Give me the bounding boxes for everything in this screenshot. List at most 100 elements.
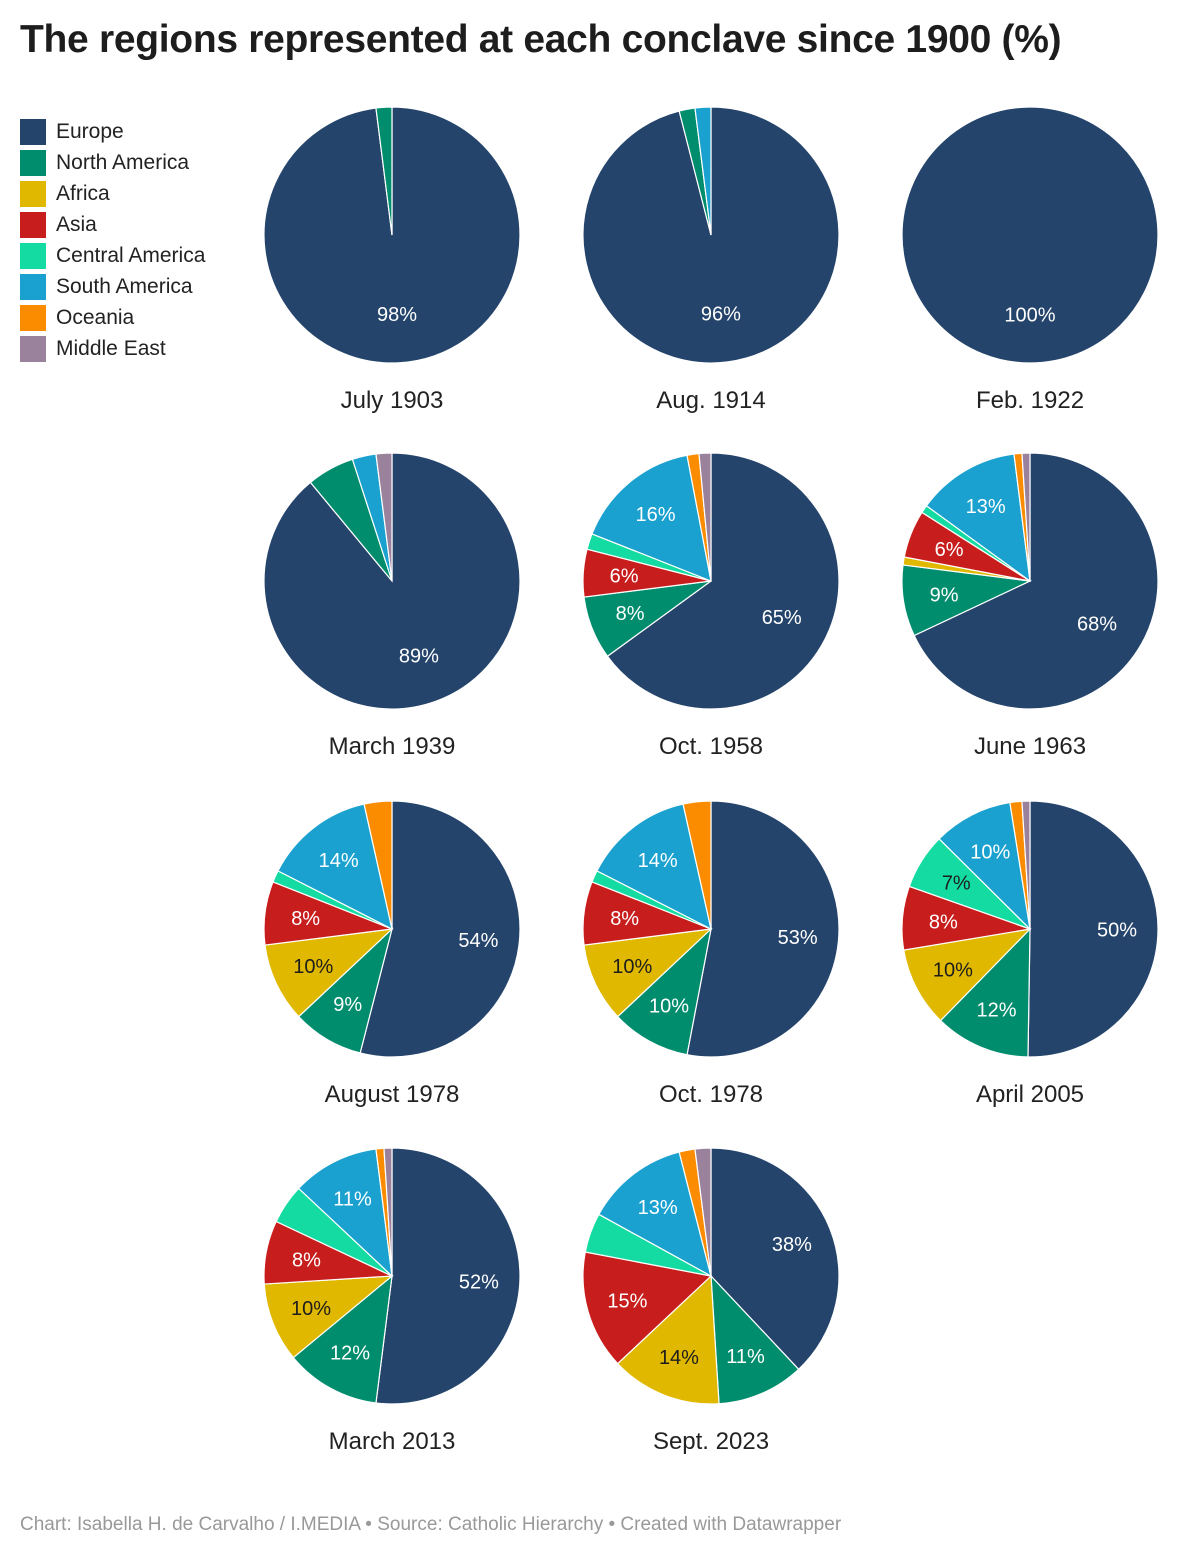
footer-credit: Chart: Isabella H. de Carvalho / I.MEDIA… <box>20 1514 842 1535</box>
slice-label: 68% <box>1077 614 1117 636</box>
legend-label: Asia <box>56 212 97 236</box>
pie-slice-africa <box>263 1275 394 1359</box>
pie-slice-africa <box>616 1274 720 1405</box>
pie-title: March 2013 <box>329 1428 456 1455</box>
legend-swatch <box>20 335 46 362</box>
pie-slice-north-america <box>375 106 393 236</box>
pie-title: Aug. 1914 <box>656 387 765 414</box>
pie-slice-north-america <box>710 1274 800 1405</box>
slice-label: 13% <box>638 1197 678 1219</box>
slice-label: 54% <box>458 930 498 952</box>
slice-label: 10% <box>293 956 333 978</box>
pie-slice-middle-east <box>1021 452 1031 582</box>
pie-slice-europe <box>606 452 840 710</box>
slice-label: 100% <box>1004 304 1055 326</box>
pie-title: April 2005 <box>976 1081 1084 1108</box>
legend-label: Africa <box>56 181 110 205</box>
slice-label: 8% <box>929 911 958 933</box>
legend-item: Central America <box>20 240 205 271</box>
pie-slice-middle-east <box>1021 800 1031 930</box>
pie-title: Oct. 1958 <box>659 733 763 760</box>
slice-label: 10% <box>612 956 652 978</box>
slice-label: 12% <box>977 999 1017 1021</box>
pie-chart: 98% July 1903 <box>263 106 521 414</box>
slice-label: 11% <box>726 1346 765 1368</box>
legend-swatch <box>20 149 46 176</box>
pie-chart: 96% Aug. 1914 <box>582 106 840 414</box>
pie-slice-north-america <box>939 927 1031 1058</box>
slice-label: 6% <box>610 566 639 588</box>
slice-label: 8% <box>292 1250 321 1272</box>
slice-label: 98% <box>377 304 417 326</box>
slice-label: 12% <box>330 1342 370 1364</box>
legend-swatch <box>20 211 46 238</box>
slice-label: 50% <box>1097 920 1137 942</box>
slice-label: 96% <box>701 304 741 326</box>
pie-chart: 100% Feb. 1922 <box>901 106 1159 414</box>
pie-slice-europe <box>901 106 1159 364</box>
pie-slice-oceania <box>682 800 712 930</box>
slice-label: 16% <box>636 504 676 526</box>
legend-item: North America <box>20 147 205 178</box>
pie-chart: 65% 8% 6% 16% Oct. 1958 <box>582 452 840 760</box>
pie-slice-north-america <box>292 1274 393 1404</box>
legend-item: Asia <box>20 209 205 240</box>
legend-label: North America <box>56 150 190 174</box>
legend-label: South America <box>56 274 193 298</box>
slice-label: 65% <box>762 607 802 629</box>
pie-title: Feb. 1922 <box>976 387 1084 414</box>
pie-chart: 50%12%10%8%7%10%April 2005 <box>901 800 1159 1108</box>
slice-label: 52% <box>459 1271 499 1293</box>
pie-title: Sept. 2023 <box>653 1428 769 1455</box>
legend-item: Africa <box>20 178 205 209</box>
legend-label: Europe <box>56 119 124 143</box>
pie-chart: 54% 9%10% 8% 14% August 1978 <box>263 800 521 1108</box>
pie-title: March 1939 <box>329 733 456 760</box>
pie-chart: 89% March 1939 <box>263 452 521 760</box>
legend-swatch <box>20 242 46 269</box>
pie-slice-europe <box>913 452 1159 710</box>
legend-item: Oceania <box>20 302 205 333</box>
legend-label: Central America <box>56 243 206 267</box>
pie-chart: 53% 10% 10% 8% 14% Oct. 1978 <box>582 800 840 1108</box>
slice-label: 53% <box>778 927 818 949</box>
pie-slice-europe <box>1027 800 1159 1058</box>
slice-label: 6% <box>935 539 964 561</box>
slice-label: 13% <box>966 496 1006 518</box>
pie-title: July 1903 <box>341 387 444 414</box>
legend-item: Middle East <box>20 333 205 364</box>
slice-label: 8% <box>610 908 639 930</box>
pie-slice-africa <box>903 928 1032 1022</box>
pie-chart: 68% 9% 6%13% June 1963 <box>901 452 1159 760</box>
slice-label: 15% <box>607 1290 647 1312</box>
legend-swatch <box>20 304 46 331</box>
pie-slice-south-america <box>694 106 712 236</box>
pie-slice-south-america <box>277 803 393 931</box>
slice-label: 9% <box>333 994 362 1016</box>
slice-label: 9% <box>930 585 959 607</box>
slice-label: 8% <box>616 603 645 625</box>
slice-label: 14% <box>319 850 359 872</box>
pie-title: August 1978 <box>325 1081 460 1108</box>
pie-slice-asia <box>582 1251 713 1365</box>
pie-slice-south-america <box>596 803 712 931</box>
legend-label: Oceania <box>56 305 135 329</box>
pie-slice-south-america <box>297 1148 393 1278</box>
pie-slice-europe <box>686 800 840 1058</box>
pie-slice-south-america <box>591 454 712 582</box>
pie-slice-south-america <box>925 453 1031 583</box>
slice-label: 89% <box>399 646 439 668</box>
pie-slice-africa <box>264 928 394 1018</box>
pie-slice-middle-east <box>698 452 712 582</box>
slice-label: 14% <box>659 1347 699 1369</box>
slice-label: 11% <box>333 1188 372 1210</box>
legend-label: Middle East <box>56 336 166 360</box>
legend-item: Europe <box>20 116 205 147</box>
pie-slice-south-america <box>938 801 1031 931</box>
pie-slice-africa <box>583 928 713 1018</box>
slice-label: 7% <box>942 873 971 895</box>
pie-slice-middle-east <box>375 452 393 582</box>
legend: Europe North America Africa Asia Central Ame… <box>20 116 205 364</box>
slice-label: 10% <box>970 842 1010 864</box>
